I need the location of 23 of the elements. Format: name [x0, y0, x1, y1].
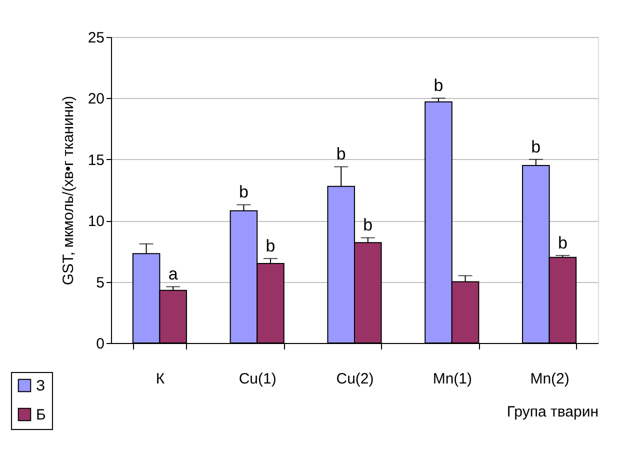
- y-tick-label: 10: [88, 213, 104, 230]
- annotation: b: [531, 137, 541, 156]
- y-tick-label: 15: [88, 152, 104, 169]
- annotation: b: [266, 236, 276, 256]
- y-tick-label: 20: [88, 90, 104, 108]
- x-tick-label: Cu(1): [238, 370, 276, 388]
- x-tick-label: Mn(2): [530, 370, 570, 388]
- annotation: b: [238, 182, 248, 202]
- x-tick-label: Mn(1): [432, 370, 472, 388]
- x-axis-title: Група тварин: [506, 404, 598, 420]
- x-tick-label: Cu(2): [336, 370, 374, 388]
- annotation: b: [558, 233, 568, 252]
- x-tick-label: К: [156, 370, 165, 388]
- annotation: b: [434, 76, 444, 96]
- annotation: b: [336, 144, 346, 164]
- legend-label: З: [36, 378, 46, 394]
- legend-label: Б: [36, 406, 46, 424]
- annotation: b: [363, 216, 373, 235]
- y-tick-label: 5: [96, 274, 104, 292]
- annotation: a: [168, 264, 178, 284]
- y-tick-label: 0: [96, 336, 104, 352]
- y-axis-title: GST, мкмоль/(хв•г тканини): [60, 96, 77, 286]
- y-tick-label: 25: [88, 30, 104, 46]
